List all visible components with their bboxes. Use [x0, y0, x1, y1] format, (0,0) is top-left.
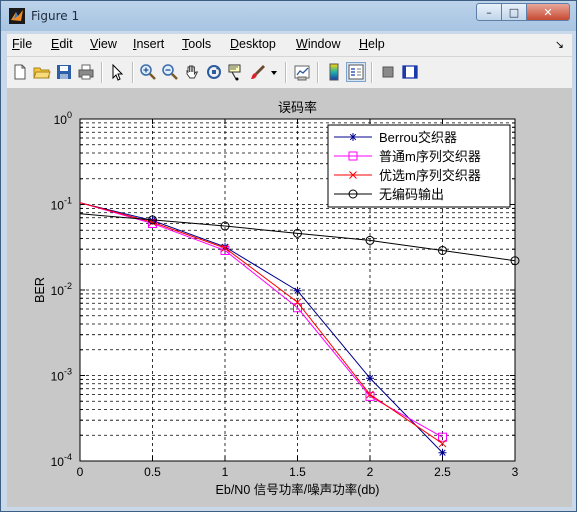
legend-entry: 无编码输出 — [379, 187, 444, 202]
window-title: Figure 1 — [31, 9, 80, 23]
zoom-out-icon[interactable] — [161, 63, 179, 81]
open-file-icon[interactable] — [33, 63, 51, 81]
data-point-marker — [438, 439, 447, 448]
x-tick-label: 3 — [512, 465, 519, 479]
series-line-0 — [79, 202, 443, 454]
legend-entry: 普通m序列交织器 — [379, 149, 481, 164]
matlab-logo-icon — [9, 8, 25, 24]
y-tick-label: 10-2 — [51, 281, 72, 298]
hide-plot-tools-icon[interactable] — [379, 63, 397, 81]
ber-chart[interactable]: 0 0.5 1 1.5 2 2.5 3 100 10-1 10-2 10-3 10-4 误码率 Eb/N0… — [7, 89, 572, 507]
chart-title: 误码率 — [278, 100, 317, 115]
close-button[interactable]: ✕ — [527, 3, 570, 21]
data-point-marker — [293, 228, 302, 238]
y-axis-label: BER — [33, 277, 47, 303]
data-point-marker — [438, 448, 447, 457]
data-point-marker — [438, 432, 447, 442]
data-point-marker — [148, 216, 157, 225]
legend-entry: Berrou交织器 — [379, 130, 457, 145]
data-point-marker — [366, 390, 374, 399]
menu-bar: File Edit View Insert Tools Desktop Wind… — [7, 34, 572, 57]
figure-canvas: 0 0.5 1 1.5 2 2.5 3 100 10-1 10-2 10-3 10-4 误码率 Eb/N0… — [7, 89, 572, 507]
insert-legend-icon[interactable] — [346, 62, 366, 82]
title-bar[interactable]: Figure 1 – □ ✕ — [1, 1, 576, 31]
close-icon: ✕ — [543, 5, 553, 19]
x-axis-label: Eb/N0 信号功率/噪声功率(db) — [216, 482, 380, 497]
minimize-icon: – — [486, 5, 492, 19]
data-point-marker — [510, 256, 520, 266]
menu-insert[interactable]: Insert — [133, 37, 165, 51]
new-figure-icon[interactable] — [11, 63, 29, 81]
save-icon[interactable] — [55, 63, 73, 81]
data-point-marker — [365, 391, 375, 401]
data-point-marker — [366, 374, 374, 383]
print-icon[interactable] — [77, 63, 95, 81]
x-tick-label: 1.5 — [289, 465, 306, 479]
legend-marker — [348, 151, 358, 161]
data-point-marker — [220, 221, 230, 231]
menu-edit[interactable]: Edit — [51, 37, 73, 51]
series-line-3 — [79, 213, 516, 262]
y-tick-label: 10-4 — [51, 452, 72, 469]
menu-desktop[interactable]: Desktop — [230, 37, 276, 51]
zoom-in-icon[interactable] — [139, 63, 157, 81]
x-tick-label: 1 — [222, 465, 229, 479]
legend-box — [327, 124, 511, 208]
x-tick-label: 0.5 — [144, 465, 161, 479]
y-tick-label: 10-1 — [51, 196, 72, 213]
minimize-button[interactable]: – — [476, 3, 502, 21]
x-tick-label: 2 — [367, 465, 374, 479]
rotate-3d-icon[interactable] — [205, 63, 223, 81]
x-tick-label: 2.5 — [434, 465, 451, 479]
data-point-marker — [221, 244, 229, 252]
data-cursor-icon[interactable] — [227, 63, 245, 81]
link-plot-icon[interactable] — [293, 63, 311, 81]
figure-toolbar — [7, 57, 572, 89]
data-point-marker — [293, 298, 302, 307]
menu-help[interactable]: Help — [359, 37, 385, 51]
menu-tools[interactable]: Tools — [182, 37, 212, 51]
brush-dropdown-icon[interactable] — [269, 63, 279, 81]
menu-view[interactable]: View — [90, 37, 117, 51]
data-point-marker — [293, 286, 302, 295]
edit-plot-arrow-icon[interactable] — [108, 63, 126, 81]
show-plot-tools-icon[interactable] — [401, 63, 419, 81]
legend-marker — [349, 171, 357, 179]
menu-dock-arrow-icon[interactable]: ↘ — [554, 38, 564, 51]
menu-file[interactable]: File — [12, 37, 33, 51]
maximize-icon: □ — [508, 5, 520, 19]
pan-hand-icon[interactable] — [183, 63, 201, 81]
legend-marker — [348, 189, 358, 199]
y-tick-label: 100 — [54, 110, 72, 127]
legend-marker — [349, 133, 357, 141]
brush-icon[interactable] — [249, 63, 267, 81]
maximize-button[interactable]: □ — [502, 3, 527, 21]
insert-colorbar-icon[interactable] — [325, 63, 343, 81]
menu-window[interactable]: Window — [296, 37, 341, 51]
data-point-marker — [148, 215, 157, 225]
legend-entry: 优选m序列交织器 — [379, 168, 481, 183]
data-point-marker — [365, 235, 375, 245]
x-tick-label: 0 — [77, 465, 84, 479]
y-tick-label: 10-3 — [51, 367, 72, 384]
data-point-marker — [438, 245, 447, 255]
